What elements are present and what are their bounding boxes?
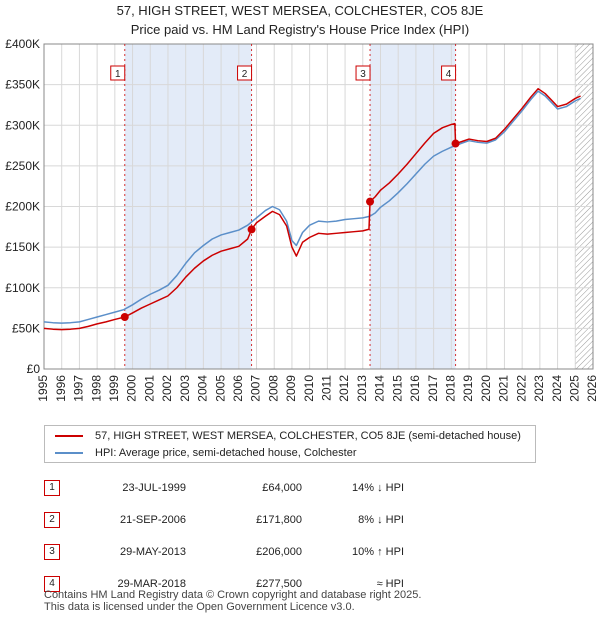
table-row: 3 29-MAY-2013 £206,000 10% ↑ HPI <box>44 536 404 568</box>
table-row: 1 23-JUL-1999 £64,000 14% ↓ HPI <box>44 472 404 504</box>
sale-marker-box <box>355 65 371 81</box>
x-tick-label: 2005 <box>213 375 227 402</box>
x-tick-label: 2006 <box>231 375 245 402</box>
sale-marker-box <box>110 65 126 81</box>
footer: Contains HM Land Registry data © Crown c… <box>44 589 421 613</box>
sale-price: £64,000 <box>262 482 302 494</box>
x-tick-label: 2021 <box>497 375 511 402</box>
sale-marker-box <box>441 65 457 81</box>
x-tick-label: 2020 <box>479 375 493 402</box>
table-row: 2 21-SEP-2006 £171,800 8% ↓ HPI <box>44 504 404 536</box>
marker-badge: 1 <box>44 480 60 496</box>
x-tick-label: 2025 <box>567 375 581 402</box>
x-tick-label: 2019 <box>461 375 475 402</box>
sale-marker-box <box>237 65 253 81</box>
sale-date: 29-MAR-2018 <box>117 578 186 590</box>
sale-point <box>451 139 460 148</box>
sale-marker-label: 4 <box>446 69 452 80</box>
sale-marker-label: 1 <box>115 69 121 80</box>
sale-price: £171,800 <box>256 514 302 526</box>
x-tick-label: 2012 <box>337 375 351 402</box>
hpi-comparison: ≈ HPI <box>376 578 404 590</box>
y-tick-label: £400K <box>5 37 40 51</box>
x-tick-label: 2013 <box>355 375 369 402</box>
copyright-notice: Contains HM Land Registry data © Crown c… <box>44 589 422 601</box>
chart-title: 57, HIGH STREET, WEST MERSEA, COLCHESTER… <box>116 3 484 18</box>
x-tick-label: 2003 <box>178 375 192 402</box>
hpi-line <box>43 90 581 324</box>
plot-frame <box>43 43 594 370</box>
legend-label-hpi: HPI: Average price, semi-detached house,… <box>95 447 357 459</box>
sale-point <box>120 313 129 321</box>
legend-item-hpi: HPI: Average price, semi-detached house,… <box>55 445 357 461</box>
sale-date: 21-SEP-2006 <box>119 514 186 526</box>
property-price-line <box>43 87 581 331</box>
y-tick-label: £100K <box>5 281 40 295</box>
sale-marker-label: 3 <box>360 69 366 80</box>
x-tick-label: 2022 <box>514 375 528 402</box>
sale-date: 23-JUL-1999 <box>122 482 186 494</box>
sale-price: £277,500 <box>256 578 302 590</box>
y-tick-label: £300K <box>5 118 40 132</box>
price-chart: £0 £50K £100K £150K £200K £250K £300K £350K £400… <box>5 37 599 402</box>
x-tick-label: 2015 <box>390 375 404 402</box>
sale-point <box>366 197 375 206</box>
sale-price: £206,000 <box>256 546 302 558</box>
x-tick-label: 2017 <box>426 375 440 402</box>
legend-label-property: 57, HIGH STREET, WEST MERSEA, COLCHESTER… <box>95 430 521 442</box>
hpi-comparison: 14% ↓ HPI <box>352 482 404 494</box>
x-tick-label: 2024 <box>550 375 564 402</box>
x-tick-label: 2002 <box>160 375 174 402</box>
y-tick-label: £200K <box>5 200 40 214</box>
marker-badge: 3 <box>44 544 60 560</box>
x-tick-label: 1999 <box>107 375 121 402</box>
x-tick-label: 1998 <box>89 375 103 402</box>
x-tick-label: 2000 <box>125 375 139 402</box>
x-tick-label: 2016 <box>408 375 422 402</box>
x-tick-label: 2001 <box>142 375 156 402</box>
y-tick-label: £0 <box>27 362 41 376</box>
blue-line-swatch <box>55 452 83 454</box>
x-tick-label: 2008 <box>266 375 280 402</box>
legend-item-property: 57, HIGH STREET, WEST MERSEA, COLCHESTER… <box>55 428 521 444</box>
x-tick-label: 2004 <box>196 375 210 402</box>
y-tick-label: £250K <box>5 159 40 173</box>
marker-badge: 2 <box>44 512 60 528</box>
sale-marker-label: 2 <box>242 69 248 80</box>
y-tick-label: £150K <box>5 240 40 254</box>
x-tick-label: 2026 <box>585 375 599 402</box>
hpi-comparison: 8% ↓ HPI <box>358 514 404 526</box>
x-tick-label: 2014 <box>373 375 387 402</box>
x-tick-label: 2009 <box>284 375 298 402</box>
y-tick-label: £350K <box>5 78 40 92</box>
x-tick-label: 2010 <box>302 375 316 402</box>
legend: 57, HIGH STREET, WEST MERSEA, COLCHESTER… <box>44 425 536 463</box>
sale-date: 29-MAY-2013 <box>119 546 186 558</box>
hpi-comparison: 10% ↑ HPI <box>352 546 404 558</box>
red-line-swatch <box>55 435 83 437</box>
x-tick-label: 2007 <box>249 375 263 402</box>
x-tick-label: 1996 <box>54 375 68 402</box>
x-tick-label: 2018 <box>443 375 457 402</box>
licence-notice: This data is licensed under the Open Gov… <box>44 601 355 613</box>
y-tick-label: £50K <box>12 321 40 335</box>
table-row: 4 29-MAR-2018 £277,500 ≈ HPI <box>44 568 404 600</box>
x-tick-label: 2023 <box>532 375 546 402</box>
marker-badge: 4 <box>44 576 60 592</box>
x-tick-label: 2011 <box>320 375 334 401</box>
sale-point <box>247 225 256 234</box>
x-tick-label: 1997 <box>72 375 86 402</box>
chart-subtitle: Price paid vs. HM Land Registry's House … <box>130 22 470 37</box>
transactions-table: 1 23-JUL-1999 £64,000 14% ↓ HPI 2 21-SEP… <box>44 472 404 600</box>
x-tick-label: 1995 <box>36 375 50 402</box>
